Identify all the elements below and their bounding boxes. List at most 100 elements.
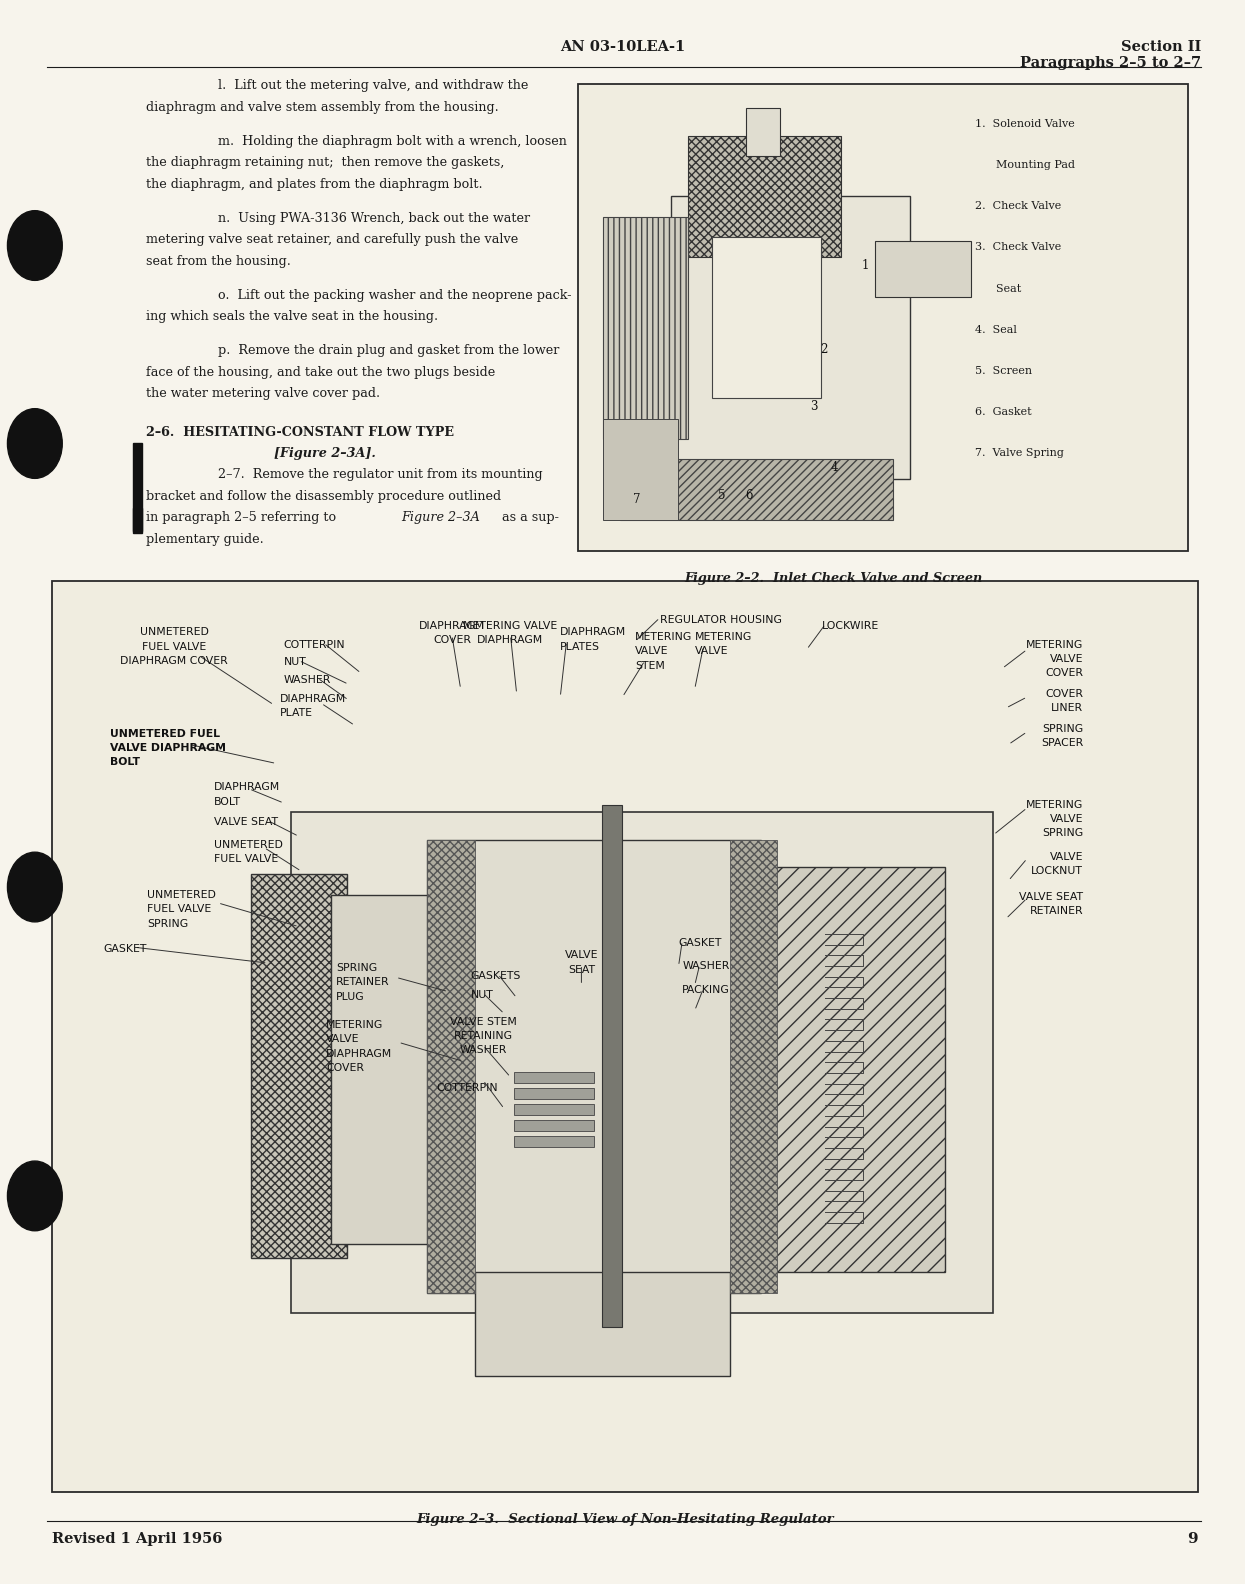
Text: Mounting Pad: Mounting Pad <box>975 160 1074 169</box>
Text: COVER: COVER <box>1045 668 1083 678</box>
Text: LOCKWIRE: LOCKWIRE <box>822 621 879 630</box>
Text: DIAPHRAGM: DIAPHRAGM <box>560 627 626 637</box>
Text: as a sup-: as a sup- <box>498 512 559 524</box>
Bar <box>133 442 142 532</box>
Text: 3: 3 <box>810 399 818 413</box>
Text: SPRING: SPRING <box>336 963 377 973</box>
Text: GASKETS: GASKETS <box>471 971 520 980</box>
Text: 5.  Screen: 5. Screen <box>975 366 1032 375</box>
Text: o.  Lift out the packing washer and the neoprene pack-: o. Lift out the packing washer and the n… <box>218 288 571 303</box>
Text: 4.  Seal: 4. Seal <box>975 325 1017 334</box>
Text: SPACER: SPACER <box>1041 738 1083 748</box>
Text: 1: 1 <box>862 258 869 271</box>
Text: p.  Remove the drain plug and gasket from the lower: p. Remove the drain plug and gasket from… <box>218 344 559 358</box>
Text: SPRING: SPRING <box>147 919 188 928</box>
Text: VALVE SEAT: VALVE SEAT <box>1020 892 1083 901</box>
Text: n.  Using PWA-3136 Wrench, back out the water: n. Using PWA-3136 Wrench, back out the w… <box>218 212 530 225</box>
Text: 2–6.  HESITATING-CONSTANT FLOW TYPE: 2–6. HESITATING-CONSTANT FLOW TYPE <box>146 426 453 439</box>
Text: UNMETERED FUEL: UNMETERED FUEL <box>110 729 219 738</box>
Bar <box>687 136 842 257</box>
Text: COVER: COVER <box>326 1063 365 1072</box>
Text: RETAINER: RETAINER <box>336 977 390 987</box>
Text: Figure 2–3A: Figure 2–3A <box>401 512 479 524</box>
Text: DIAPHRAGM: DIAPHRAGM <box>477 635 544 645</box>
Text: 7.  Valve Spring: 7. Valve Spring <box>975 448 1063 458</box>
Text: FUEL VALVE: FUEL VALVE <box>142 642 207 651</box>
Text: the water metering valve cover pad.: the water metering valve cover pad. <box>146 386 380 401</box>
Bar <box>514 1120 594 1131</box>
Text: VALVE: VALVE <box>326 1034 360 1044</box>
Text: 4: 4 <box>830 461 838 474</box>
Text: COTTERPIN: COTTERPIN <box>436 1083 498 1093</box>
Text: VALVE: VALVE <box>1050 654 1083 664</box>
Text: VALVE: VALVE <box>635 646 669 656</box>
Text: NUT: NUT <box>284 657 306 667</box>
Text: Paragraphs 2–5 to 2–7: Paragraphs 2–5 to 2–7 <box>1021 55 1201 70</box>
Text: face of the housing, and take out the two plugs beside: face of the housing, and take out the tw… <box>146 366 496 379</box>
Text: the diaphragm, and plates from the diaphragm bolt.: the diaphragm, and plates from the diaph… <box>146 177 482 190</box>
Text: Figure 2–2.  Inlet Check Valve and Screen: Figure 2–2. Inlet Check Valve and Screen <box>685 572 984 584</box>
Text: FUEL VALVE: FUEL VALVE <box>147 904 212 914</box>
Text: COVER: COVER <box>1045 689 1083 699</box>
Bar <box>769 868 945 1272</box>
Text: DIAPHRAGM COVER: DIAPHRAGM COVER <box>121 656 228 665</box>
Text: plementary guide.: plementary guide. <box>146 532 264 545</box>
Text: l.  Lift out the metering valve, and withdraw the: l. Lift out the metering valve, and with… <box>218 79 528 92</box>
Text: SEAT: SEAT <box>568 965 595 974</box>
Text: VALVE STEM: VALVE STEM <box>449 1017 517 1026</box>
Text: METERING: METERING <box>635 632 692 642</box>
Text: 6.  Gasket: 6. Gasket <box>975 407 1031 417</box>
Text: PLUG: PLUG <box>336 992 365 1001</box>
Text: 2.  Check Valve: 2. Check Valve <box>975 201 1061 211</box>
Text: 1.  Solenoid Valve: 1. Solenoid Valve <box>975 119 1074 128</box>
Text: WASHER: WASHER <box>284 675 331 684</box>
Bar <box>427 840 762 1293</box>
Text: COVER: COVER <box>433 635 471 645</box>
Text: STEM: STEM <box>635 661 665 670</box>
Bar <box>291 811 992 1313</box>
Text: GASKET: GASKET <box>103 944 147 954</box>
Text: METERING VALVE: METERING VALVE <box>463 621 558 630</box>
Text: Section II: Section II <box>1122 40 1201 54</box>
Text: UNMETERED: UNMETERED <box>214 840 283 849</box>
Text: 5: 5 <box>718 489 726 502</box>
Bar <box>603 805 622 1327</box>
Bar <box>875 241 971 298</box>
Text: METERING: METERING <box>1026 640 1083 649</box>
Circle shape <box>7 852 62 922</box>
Text: the diaphragm retaining nut;  then remove the gaskets,: the diaphragm retaining nut; then remove… <box>146 157 504 169</box>
Text: WASHER: WASHER <box>459 1045 507 1055</box>
Text: Seat: Seat <box>975 284 1021 293</box>
Text: m.  Holding the diaphragm bolt with a wrench, loosen: m. Holding the diaphragm bolt with a wre… <box>218 135 566 147</box>
Text: metering valve seat retainer, and carefully push the valve: metering valve seat retainer, and carefu… <box>146 233 518 246</box>
Bar <box>578 84 1188 551</box>
Circle shape <box>7 211 62 280</box>
Text: [Figure 2–3A].: [Figure 2–3A]. <box>274 447 376 459</box>
Text: PACKING: PACKING <box>682 985 730 995</box>
Text: FUEL VALVE: FUEL VALVE <box>214 854 279 863</box>
Bar <box>712 236 820 398</box>
Text: DIAPHRAGM: DIAPHRAGM <box>326 1049 392 1058</box>
Text: UNMETERED: UNMETERED <box>139 627 209 637</box>
Bar <box>514 1136 594 1147</box>
Text: DIAPHRAGM: DIAPHRAGM <box>214 782 280 792</box>
Text: VALVE: VALVE <box>695 646 728 656</box>
Text: UNMETERED: UNMETERED <box>147 890 215 900</box>
Bar <box>514 1072 594 1083</box>
Text: 2–7.  Remove the regulator unit from its mounting: 2–7. Remove the regulator unit from its … <box>218 469 543 482</box>
Text: LOCKNUT: LOCKNUT <box>1031 866 1083 876</box>
Bar <box>133 508 142 532</box>
Text: DIAPHRAGM: DIAPHRAGM <box>280 694 346 703</box>
Bar <box>514 1088 594 1099</box>
Text: 9: 9 <box>1186 1532 1198 1546</box>
Text: DIAPHRAGM: DIAPHRAGM <box>418 621 486 630</box>
Bar <box>620 459 893 520</box>
Text: BOLT: BOLT <box>214 797 242 806</box>
Bar <box>730 840 777 1293</box>
Text: PLATE: PLATE <box>280 708 314 718</box>
Text: AN 03-10LEA-1: AN 03-10LEA-1 <box>560 40 685 54</box>
Text: VALVE: VALVE <box>1050 852 1083 862</box>
Bar <box>514 1104 594 1115</box>
Text: seat from the housing.: seat from the housing. <box>146 255 290 268</box>
Text: PLATES: PLATES <box>560 642 600 651</box>
